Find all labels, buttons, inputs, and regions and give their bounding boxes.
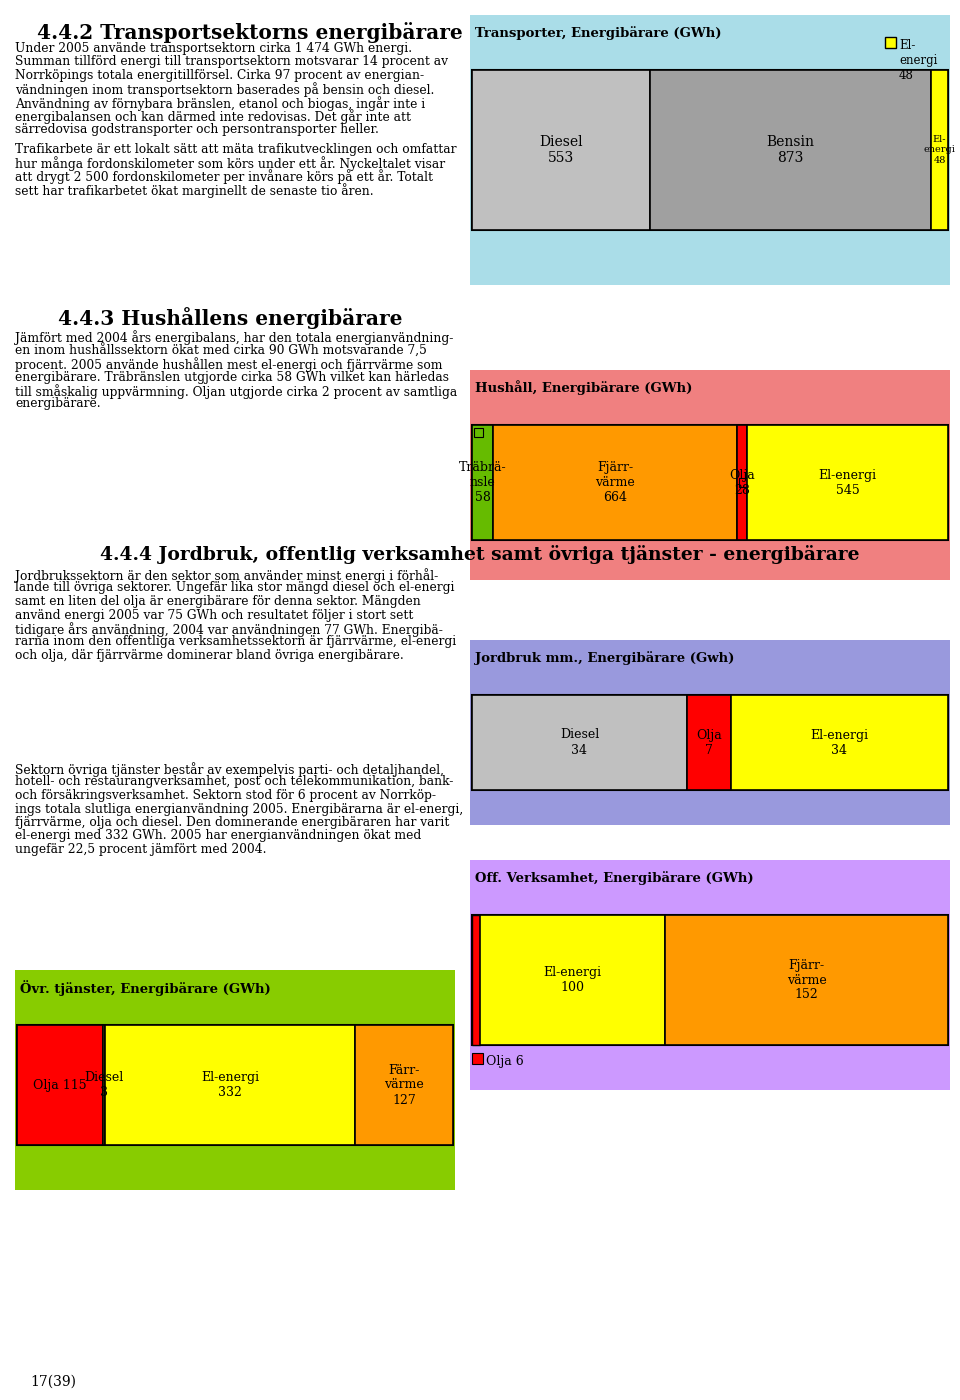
Text: Olja 115: Olja 115 (34, 1078, 86, 1092)
Text: rarna inom den offentliga verksamhetssektorn är fjärrvärme, el-energi: rarna inom den offentliga verksamhetssek… (15, 636, 456, 648)
Text: Trafikarbete är ett lokalt sätt att mäta trafikutvecklingen och omfattar: Trafikarbete är ett lokalt sätt att mäta… (15, 143, 457, 155)
Bar (650, 70, 931, 230)
Bar (472, 70, 650, 230)
Text: El-energi
34: El-energi 34 (810, 728, 869, 756)
Text: energibärare. Träbränslen utgjorde cirka 58 GWh vilket kan härledas: energibärare. Träbränslen utgjorde cirka… (15, 371, 449, 384)
Text: El-energi
332: El-energi 332 (201, 1071, 259, 1099)
Bar (472, 916, 948, 1044)
Text: Sektorn övriga tjänster består av exempelvis parti- och detaljhandel,: Sektorn övriga tjänster består av exempe… (15, 762, 444, 777)
Bar (737, 426, 747, 540)
Text: 4.4.2 Transportsektorns energibärare: 4.4.2 Transportsektorns energibärare (37, 22, 463, 43)
Text: Olja
7: Olja 7 (696, 728, 722, 756)
Bar (472, 916, 480, 1044)
Text: fjärrvärme, olja och diesel. Den dominerande energibäraren har varit: fjärrvärme, olja och diesel. Den dominer… (15, 816, 449, 829)
Bar (747, 426, 948, 540)
Bar (470, 15, 950, 286)
Bar (15, 970, 455, 1190)
Text: Användning av förnybara bränslen, etanol och biogas, ingår inte i: Användning av förnybara bränslen, etanol… (15, 97, 425, 111)
Text: Diesel
553: Diesel 553 (540, 134, 583, 165)
Bar (470, 370, 950, 580)
Text: Diesel
3: Diesel 3 (84, 1071, 124, 1099)
Bar (739, 477, 748, 487)
Text: el-energi med 332 GWh. 2005 har energianvändningen ökat med: el-energi med 332 GWh. 2005 har energian… (15, 829, 421, 843)
Bar (472, 694, 687, 790)
Bar (687, 694, 731, 790)
Text: El-
energi
48: El- energi 48 (924, 134, 955, 165)
Text: och olja, där fjärrvärme dominerar bland övriga energibärare.: och olja, där fjärrvärme dominerar bland… (15, 650, 404, 662)
Text: Hushåll, Energibärare (GWh): Hushåll, Energibärare (GWh) (475, 381, 692, 395)
Text: hotell- och restaurangverksamhet, post och telekommunikation, bank-: hotell- och restaurangverksamhet, post o… (15, 776, 453, 788)
Bar (355, 1025, 453, 1145)
Text: hur många fordonskilometer som körs under ett år. Nyckeltalet visar: hur många fordonskilometer som körs unde… (15, 155, 445, 171)
Text: Olja 6: Olja 6 (486, 1056, 524, 1068)
Text: lande till övriga sektorer. Ungefär lika stor mängd diesel och el-energi: lande till övriga sektorer. Ungefär lika… (15, 581, 454, 595)
Text: Jämfört med 2004 års energibalans, har den totala energianvändning-: Jämfört med 2004 års energibalans, har d… (15, 330, 453, 344)
Bar (472, 426, 493, 540)
Bar (665, 916, 948, 1044)
Bar (731, 694, 948, 790)
Text: Transporter, Energibärare (GWh): Transporter, Energibärare (GWh) (475, 27, 722, 41)
Bar (472, 70, 948, 230)
Bar (105, 1025, 355, 1145)
Bar (103, 1025, 105, 1145)
Text: att drygt 2 500 fordonskilometer per invånare körs på ett år. Totalt: att drygt 2 500 fordonskilometer per inv… (15, 169, 433, 185)
Text: vändningen inom transportsektorn baserades på bensin och diesel.: vändningen inom transportsektorn baserad… (15, 83, 434, 98)
Text: Träbrä-
nsle
58: Träbrä- nsle 58 (459, 461, 506, 504)
Bar (474, 428, 483, 437)
Text: El-
energi
48: El- energi 48 (899, 39, 937, 83)
Text: Fjärr-
värme
152: Fjärr- värme 152 (786, 959, 827, 1001)
Text: Olja
28: Olja 28 (730, 469, 755, 497)
Text: Norrköpings totala energitillförsel. Cirka 97 procent av energian-: Norrköpings totala energitillförsel. Cir… (15, 69, 424, 83)
Text: energibalansen och kan därmed inte redovisas. Det går inte att: energibalansen och kan därmed inte redov… (15, 109, 411, 125)
Bar (17, 1025, 453, 1145)
Text: Bensin
873: Bensin 873 (766, 134, 814, 165)
Bar (105, 1082, 113, 1091)
Text: sett har trafikarbetet ökat marginellt de senaste tio åren.: sett har trafikarbetet ökat marginellt d… (15, 183, 373, 197)
Text: Jordbruk mm., Energibärare (Gwh): Jordbruk mm., Energibärare (Gwh) (475, 651, 734, 665)
Text: använd energi 2005 var 75 GWh och resultatet följer i stort sett: använd energi 2005 var 75 GWh och result… (15, 609, 414, 622)
Bar (931, 70, 948, 230)
Text: Fjärr-
värme
664: Fjärr- värme 664 (595, 461, 635, 504)
Bar (472, 426, 948, 540)
Text: särredovisa godstransporter och persontransporter heller.: särredovisa godstransporter och persontr… (15, 123, 379, 136)
Text: 4.4.4 Jordbruk, offentlig verksamhet samt övriga tjänster - energibärare: 4.4.4 Jordbruk, offentlig verksamhet sam… (100, 545, 860, 564)
Text: El-energi
100: El-energi 100 (543, 966, 602, 994)
Text: Färr-
värme
127: Färr- värme 127 (384, 1064, 424, 1106)
Bar (493, 426, 737, 540)
Text: ungefär 22,5 procent jämfört med 2004.: ungefär 22,5 procent jämfört med 2004. (15, 843, 267, 855)
Bar (470, 640, 950, 825)
Text: Under 2005 använde transportsektorn cirka 1 474 GWh energi.: Under 2005 använde transportsektorn cirk… (15, 42, 412, 55)
Bar (470, 860, 950, 1091)
Text: 4.4.3 Hushållens energibärare: 4.4.3 Hushållens energibärare (58, 307, 402, 329)
Bar (17, 1025, 103, 1145)
Text: Summan tillförd energi till transportsektorn motsvarar 14 procent av: Summan tillförd energi till transportsek… (15, 56, 448, 69)
Text: Övr. tjänster, Energibärare (GWh): Övr. tjänster, Energibärare (GWh) (20, 980, 271, 995)
Bar (472, 1053, 483, 1064)
Bar (480, 916, 665, 1044)
Text: samt en liten del olja är energibärare för denna sektor. Mängden: samt en liten del olja är energibärare f… (15, 595, 420, 608)
Text: tidigare års användning, 2004 var användningen 77 GWh. Energibä-: tidigare års användning, 2004 var använd… (15, 622, 443, 637)
Text: Diesel
34: Diesel 34 (560, 728, 599, 756)
Text: Off. Verksamhet, Energibärare (GWh): Off. Verksamhet, Energibärare (GWh) (475, 871, 754, 885)
Text: energibärare.: energibärare. (15, 398, 101, 410)
Text: Jordbrukssektorn är den sektor som använder minst energi i förhål-: Jordbrukssektorn är den sektor som använ… (15, 568, 439, 582)
Bar (472, 694, 948, 790)
Text: 17(39): 17(39) (30, 1375, 76, 1389)
Text: ings totala slutliga energianvändning 2005. Energibärarna är el-energi,: ings totala slutliga energianvändning 20… (15, 802, 464, 815)
Bar (885, 36, 896, 48)
Text: till småskalig uppvärmning. Oljan utgjorde cirka 2 procent av samtliga: till småskalig uppvärmning. Oljan utgjor… (15, 384, 457, 399)
Text: och försäkringsverksamhet. Sektorn stod för 6 procent av Norrköp-: och försäkringsverksamhet. Sektorn stod … (15, 790, 436, 802)
Text: procent. 2005 använde hushållen mest el-energi och fjärrvärme som: procent. 2005 använde hushållen mest el-… (15, 357, 443, 372)
Text: El-energi
545: El-energi 545 (819, 469, 876, 497)
Text: en inom hushållssektorn ökat med cirka 90 GWh motsvarande 7,5: en inom hushållssektorn ökat med cirka 9… (15, 343, 427, 357)
